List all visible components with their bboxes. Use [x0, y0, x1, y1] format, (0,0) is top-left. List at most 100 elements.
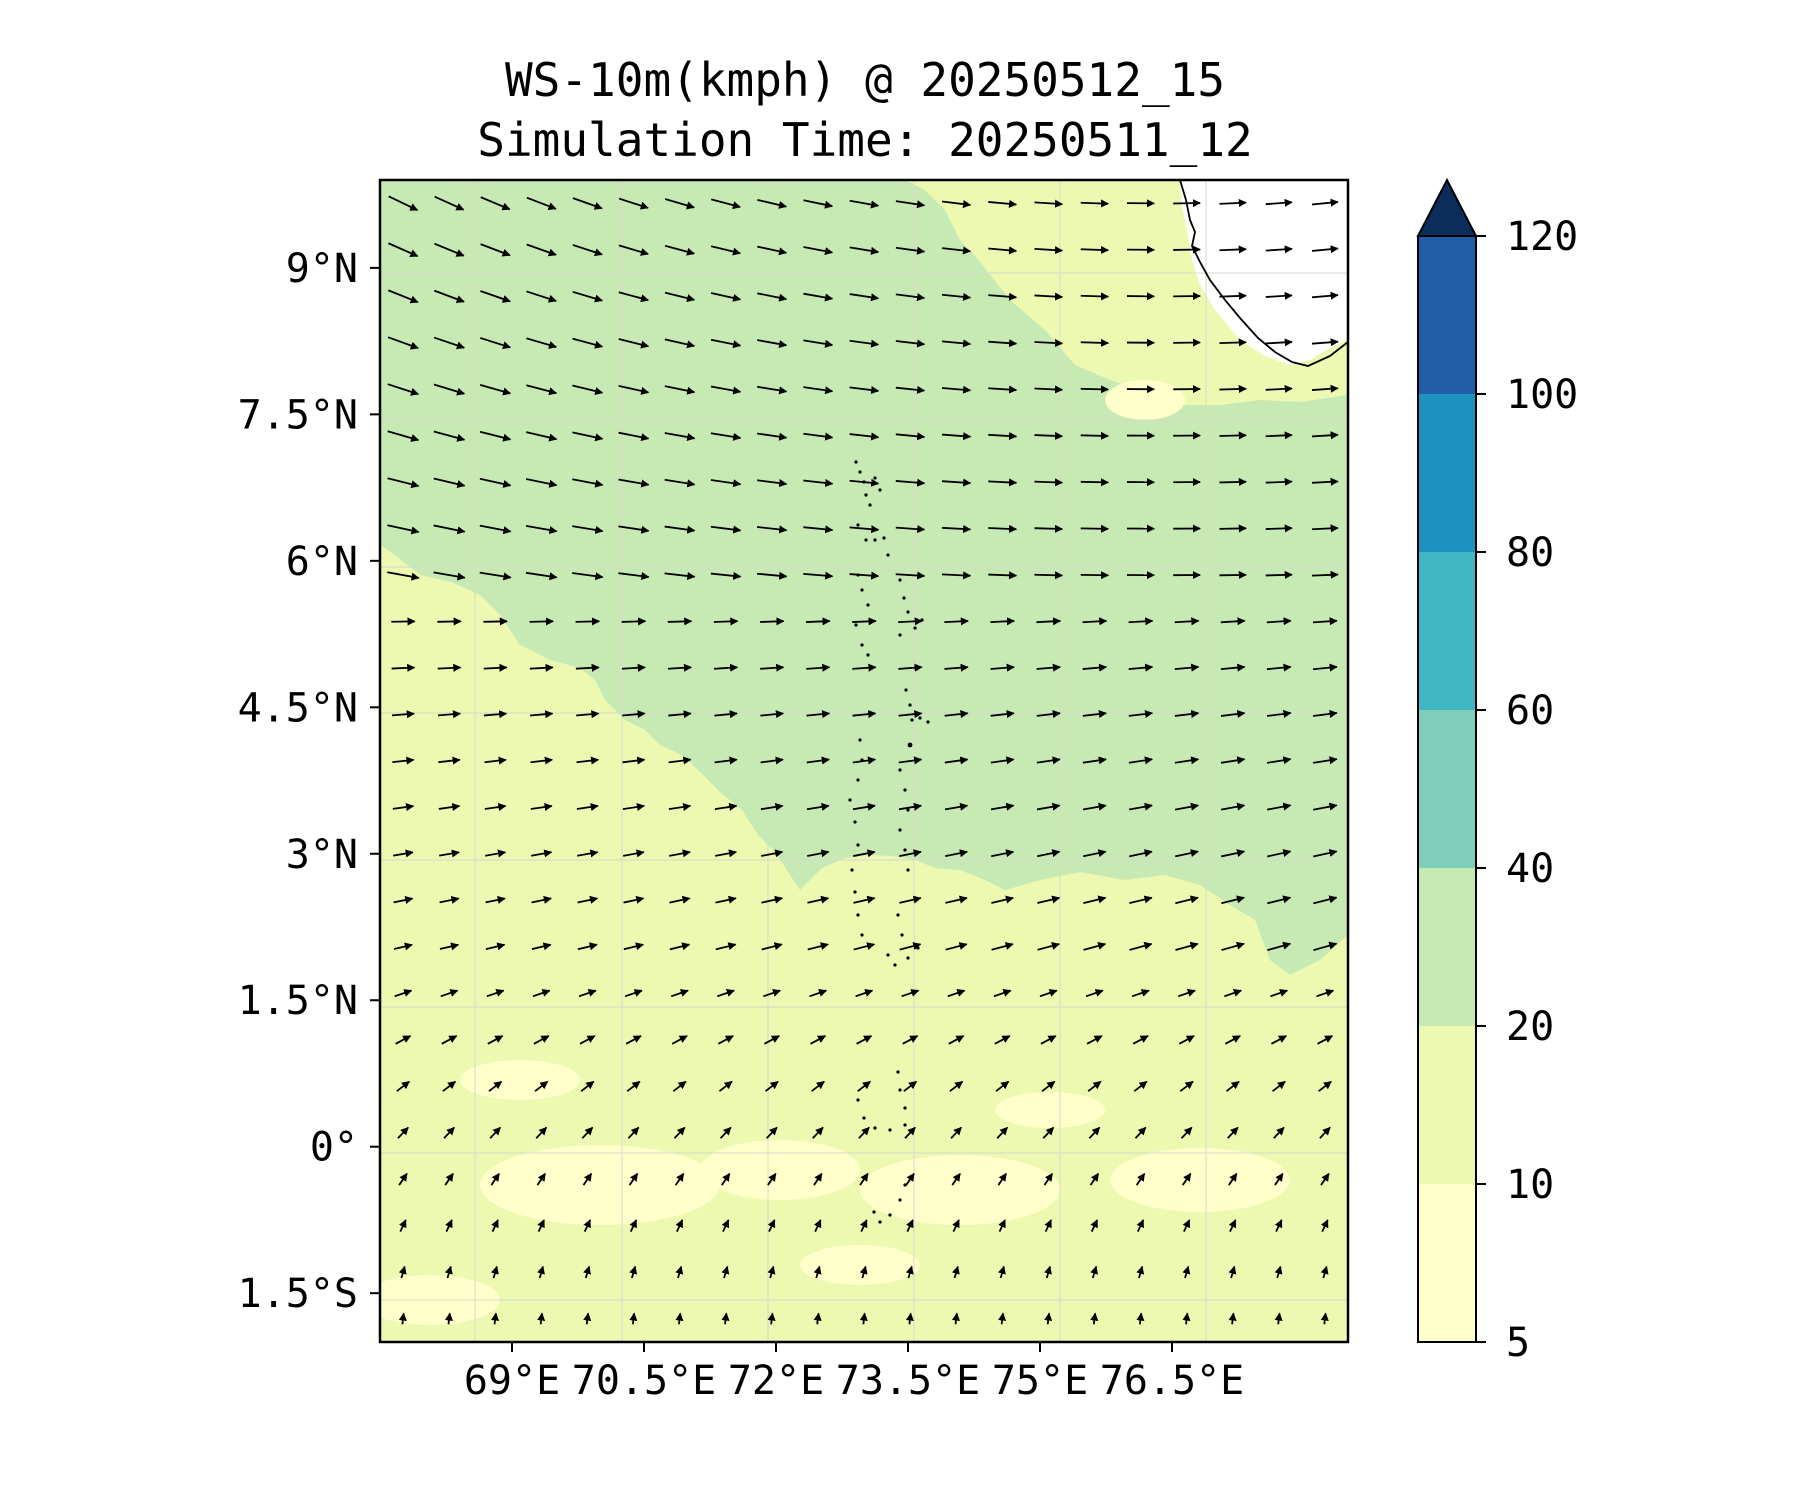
wind-vector — [710, 292, 742, 302]
wind-vector — [1274, 1219, 1283, 1233]
wind-vector — [575, 617, 601, 626]
wind-vector — [622, 710, 646, 719]
wind-vector — [672, 1080, 687, 1092]
wind-vector — [1136, 1312, 1145, 1325]
wind-vector — [572, 431, 604, 442]
wind-vector — [812, 1126, 824, 1139]
wind-vector — [618, 197, 649, 210]
wind-vector — [895, 385, 926, 394]
wind-vector — [479, 384, 512, 396]
wind-vector — [434, 242, 465, 257]
wind-vector — [530, 710, 554, 719]
wind-vector — [618, 244, 649, 256]
wind-vector — [1036, 802, 1061, 811]
wind-vector — [1034, 524, 1064, 533]
wind-vector — [813, 1265, 822, 1279]
wind-vector — [710, 432, 742, 441]
wind-vector — [710, 245, 742, 256]
wind-vector — [1266, 617, 1292, 626]
wind-vector — [442, 1080, 457, 1092]
wind-vector — [905, 1265, 914, 1279]
wind-vector — [1090, 1265, 1099, 1279]
wind-vector — [1266, 709, 1292, 718]
wind-vector — [1266, 802, 1292, 811]
wind-vector — [849, 478, 880, 487]
wind-vector — [849, 571, 880, 580]
wind-vector — [988, 478, 1018, 487]
wind-vector — [1040, 1035, 1057, 1045]
wind-vector — [440, 989, 459, 998]
colorbar-segment — [1418, 394, 1476, 552]
colorbar-tick-label: 80 — [1506, 530, 1554, 576]
wind-vector — [760, 802, 784, 811]
wind-vector — [1180, 1126, 1193, 1139]
wind-vector — [710, 525, 742, 534]
wind-vector — [1320, 1312, 1329, 1325]
wind-vector — [849, 339, 880, 348]
wind-vector — [895, 339, 926, 348]
wind-vector — [387, 430, 420, 442]
wind-vector — [1311, 198, 1339, 207]
lon-tick-label: 73.5°E — [836, 1358, 981, 1404]
colorbar-segment — [1418, 1026, 1476, 1184]
wind-vector — [1080, 338, 1110, 347]
wind-vector — [1267, 941, 1292, 951]
wind-vector — [433, 571, 466, 581]
wind-vector — [941, 292, 972, 301]
wind-vector — [529, 663, 554, 672]
wind-vector — [1265, 338, 1293, 347]
wind-vector — [1267, 849, 1292, 858]
wind-vector — [1088, 1126, 1101, 1139]
wind-vector — [1311, 338, 1339, 347]
wind-vector — [490, 1265, 499, 1279]
wind-vector — [767, 1265, 776, 1279]
wind-vector — [856, 1035, 873, 1045]
wind-vector — [1219, 338, 1247, 347]
wind-vector — [1034, 292, 1064, 301]
wind-vector — [1265, 198, 1293, 207]
wind-vector — [618, 291, 650, 303]
wind-vector — [988, 292, 1018, 301]
wind-vector — [629, 1265, 638, 1279]
wind-vector — [675, 1265, 684, 1279]
wind-vector — [849, 525, 880, 534]
wind-vector — [710, 385, 742, 395]
wind-vector — [952, 1219, 960, 1233]
colorbar-segment — [1418, 868, 1476, 1026]
wind-vector — [670, 989, 689, 998]
wind-vector — [803, 246, 834, 256]
wind-vector — [941, 246, 972, 255]
wind-vector — [398, 1265, 407, 1279]
wind-vector — [1219, 524, 1247, 533]
wind-vector — [718, 1080, 733, 1092]
wind-vector — [1267, 895, 1292, 905]
wind-vector — [526, 337, 558, 349]
wind-vector — [671, 1035, 688, 1045]
wind-vector — [1311, 431, 1339, 440]
wind-vector — [537, 1265, 545, 1279]
wind-vector — [941, 524, 972, 534]
lat-tick-label: 1.5°N — [238, 978, 358, 1024]
wind-vector — [813, 1312, 822, 1325]
wind-vector — [991, 942, 1014, 951]
wind-vector — [529, 617, 554, 626]
wind-vector — [623, 942, 644, 951]
wind-vector — [1311, 245, 1339, 254]
lon-tick-label: 76.5°E — [1100, 1358, 1245, 1404]
wind-vector — [990, 710, 1015, 719]
wind-vector — [1178, 1035, 1195, 1045]
map-title: WS-10m(kmph) @ 20250512_15 — [504, 53, 1226, 107]
wind-vector — [485, 942, 506, 951]
wind-vector — [1220, 756, 1246, 765]
wind-vector — [537, 1219, 545, 1233]
wind-vector — [525, 431, 558, 442]
wind-vector — [1221, 895, 1245, 905]
wind-vector — [715, 849, 738, 858]
wind-vector — [1086, 1035, 1103, 1045]
wind-vector — [622, 802, 645, 811]
wind-vector — [535, 1126, 548, 1139]
wind-vector — [531, 895, 552, 904]
wind-vector — [1034, 338, 1064, 348]
wind-vector — [853, 849, 876, 858]
wind-vector — [1177, 989, 1196, 998]
